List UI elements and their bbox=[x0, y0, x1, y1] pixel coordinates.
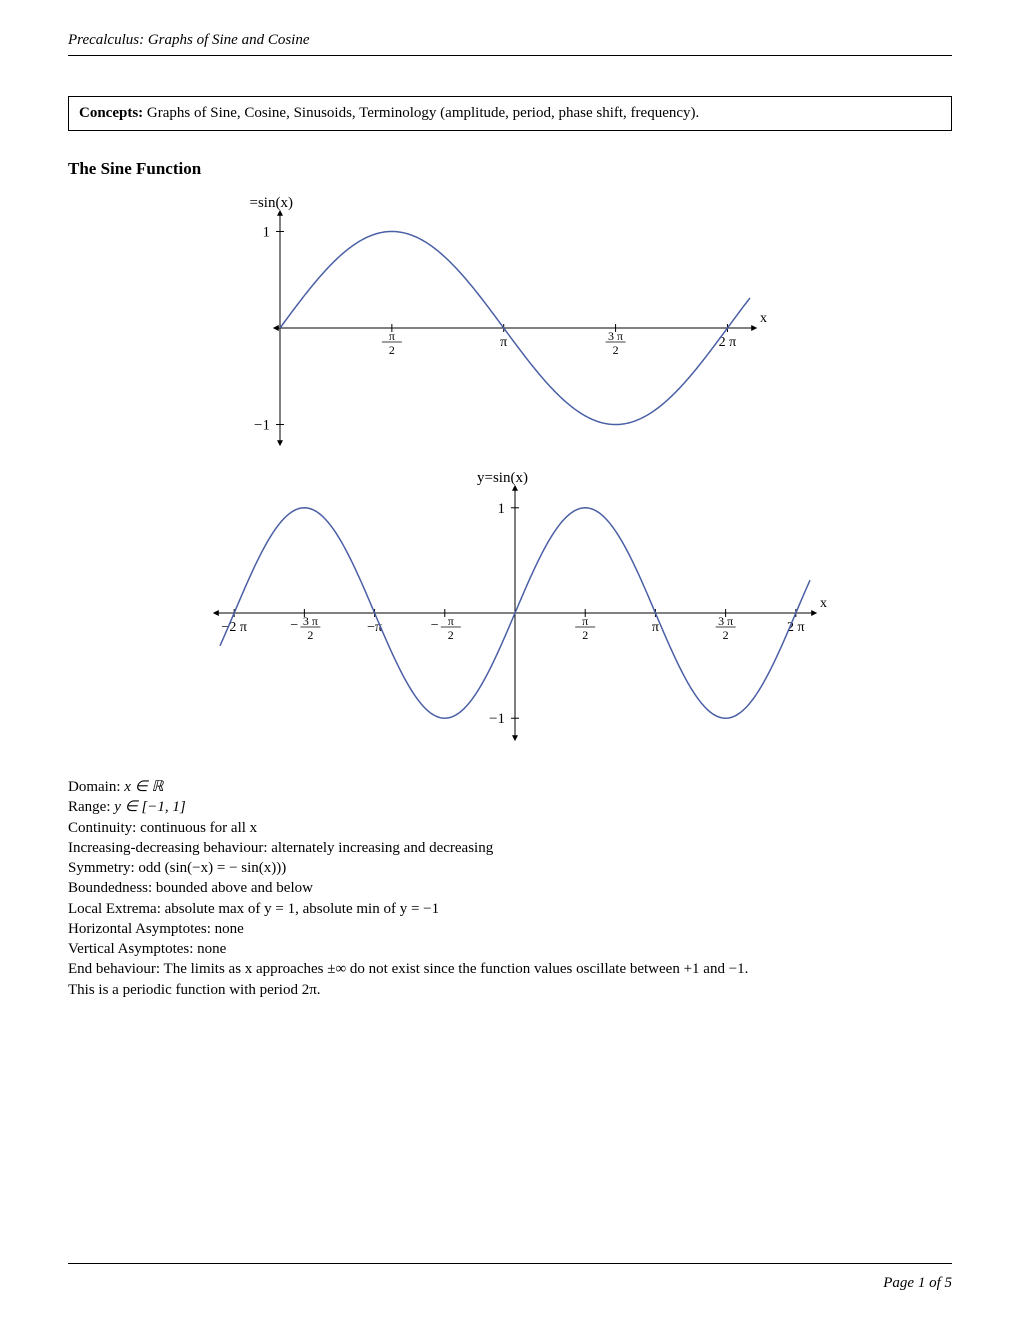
charts-region: y=sin(x)x1−1π2π3 π22 π y=sin(x)x1−1−2 π−… bbox=[68, 189, 952, 759]
svg-text:π: π bbox=[448, 614, 454, 628]
svg-text:2: 2 bbox=[582, 628, 588, 642]
svg-text:π: π bbox=[500, 335, 507, 350]
prop-periodic: This is a periodic function with period … bbox=[68, 980, 952, 1000]
properties-list: Domain: x ∈ ℝ Range: y ∈ [−1, 1] Continu… bbox=[68, 777, 952, 1000]
svg-text:3 π: 3 π bbox=[718, 614, 733, 628]
svg-text:x: x bbox=[760, 311, 767, 326]
svg-text:2: 2 bbox=[448, 628, 454, 642]
svg-text:2: 2 bbox=[389, 343, 395, 357]
sine-chart-1: y=sin(x)x1−1π2π3 π22 π bbox=[68, 189, 952, 464]
svg-text:π: π bbox=[652, 620, 659, 635]
prop-hasym: Horizontal Asymptotes: none bbox=[68, 919, 952, 939]
prop-incdec: Increasing-decreasing behaviour: alterna… bbox=[68, 838, 952, 858]
prop-domain: Domain: x ∈ ℝ bbox=[68, 777, 952, 797]
concepts-text: Graphs of Sine, Cosine, Sinusoids, Termi… bbox=[143, 105, 699, 121]
page-number: Page 1 of 5 bbox=[883, 1275, 952, 1292]
svg-text:3 π: 3 π bbox=[608, 329, 623, 343]
section-title: The Sine Function bbox=[68, 159, 952, 179]
svg-text:−1: −1 bbox=[254, 418, 270, 434]
concepts-box: Concepts: Graphs of Sine, Cosine, Sinuso… bbox=[68, 96, 952, 131]
svg-text:y=sin(x): y=sin(x) bbox=[477, 470, 528, 486]
prop-extrema: Local Extrema: absolute max of y = 1, ab… bbox=[68, 899, 952, 919]
svg-text:y=sin(x): y=sin(x) bbox=[250, 195, 293, 211]
svg-text:−: − bbox=[290, 618, 298, 633]
svg-text:−π: −π bbox=[367, 620, 382, 635]
page-header: Precalculus: Graphs of Sine and Cosine bbox=[68, 32, 952, 56]
prop-vasym: Vertical Asymptotes: none bbox=[68, 939, 952, 959]
header-title: Precalculus: Graphs of Sine and Cosine bbox=[68, 32, 310, 48]
concepts-label: Concepts: bbox=[79, 105, 143, 121]
prop-end: End behaviour: The limits as x approache… bbox=[68, 959, 952, 979]
prop-bounded: Boundedness: bounded above and below bbox=[68, 878, 952, 898]
svg-text:2: 2 bbox=[307, 628, 313, 642]
prop-range: Range: y ∈ [−1, 1] bbox=[68, 797, 952, 817]
svg-text:π: π bbox=[389, 329, 395, 343]
svg-text:−: − bbox=[431, 618, 439, 633]
svg-text:−1: −1 bbox=[489, 711, 505, 727]
svg-text:x: x bbox=[820, 596, 827, 611]
sine-chart-2: y=sin(x)x1−1−2 π−3 π2−π−π2π2π3 π22 π bbox=[68, 464, 952, 759]
prop-symmetry: Symmetry: odd (sin(−x) = − sin(x))) bbox=[68, 858, 952, 878]
prop-continuity: Continuity: continuous for all x bbox=[68, 818, 952, 838]
svg-text:π: π bbox=[582, 614, 588, 628]
svg-text:1: 1 bbox=[498, 501, 506, 517]
svg-text:3 π: 3 π bbox=[303, 614, 318, 628]
svg-text:1: 1 bbox=[263, 224, 271, 240]
svg-text:2: 2 bbox=[613, 343, 619, 357]
svg-text:2: 2 bbox=[723, 628, 729, 642]
footer-rule bbox=[68, 1263, 952, 1264]
